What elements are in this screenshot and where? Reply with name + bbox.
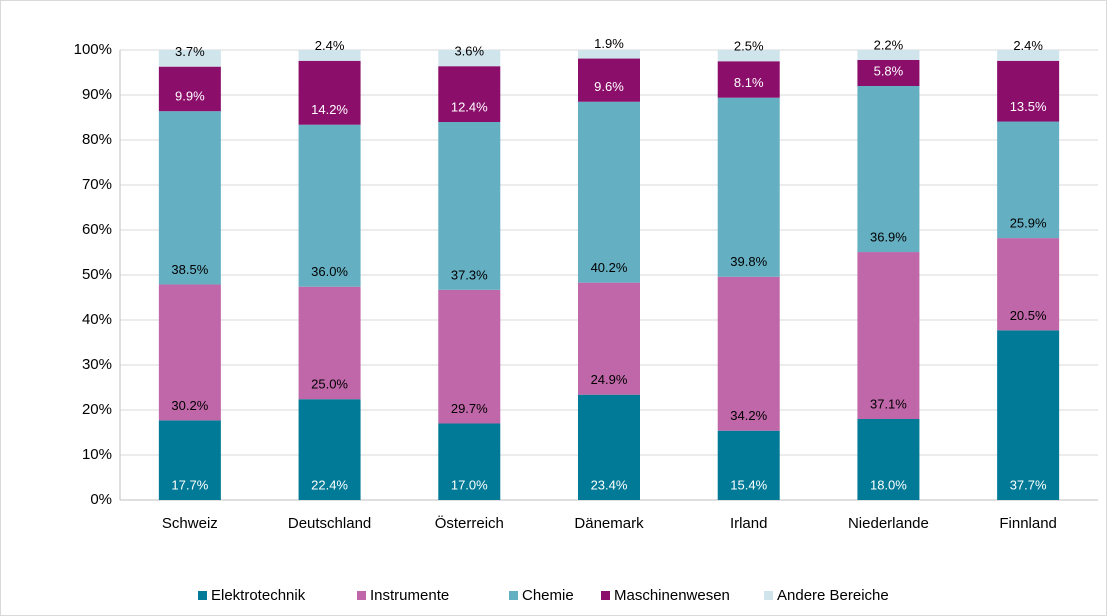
data-label: 3.7% [175, 44, 205, 59]
y-tick-label: 80% [82, 131, 112, 148]
legend-label: Andere Bereiche [777, 587, 889, 604]
bar-segment [717, 50, 780, 62]
bar-segment [717, 276, 780, 431]
x-tick-label: Deutschland [288, 515, 371, 532]
legend-swatch [764, 591, 773, 600]
x-tick-label: Dänemark [574, 515, 644, 532]
bar-segment [857, 50, 920, 60]
legend-label: Maschinenwesen [614, 587, 730, 604]
bar-segment [158, 50, 221, 67]
y-tick-label: 60% [82, 221, 112, 238]
y-tick-label: 20% [82, 401, 112, 418]
bar-segment [578, 394, 640, 500]
data-label: 22.4% [311, 477, 348, 492]
data-label: 37.7% [1010, 477, 1047, 492]
data-label: 18.0% [870, 477, 907, 492]
data-label: 37.3% [451, 267, 488, 282]
data-label: 5.8% [874, 63, 904, 78]
bar-segment [298, 50, 361, 61]
legend-swatch [198, 591, 207, 600]
data-label: 40.2% [591, 260, 628, 275]
data-label: 17.0% [451, 477, 488, 492]
data-label: 2.4% [1013, 38, 1043, 53]
y-tick-label: 90% [82, 86, 112, 103]
bar-segment [158, 284, 221, 421]
y-tick-label: 10% [82, 446, 112, 463]
data-label: 39.8% [730, 254, 767, 269]
y-tick-label: 100% [74, 41, 112, 58]
legend-label: Instrumente [370, 587, 449, 604]
data-label: 14.2% [311, 102, 348, 117]
data-label: 36.9% [870, 229, 907, 244]
bar-segment [857, 59, 920, 86]
data-label: 3.6% [454, 44, 484, 59]
x-tick-label: Irland [730, 515, 768, 532]
bar-segment [158, 66, 221, 112]
bar-segment [997, 121, 1060, 239]
data-label: 9.6% [594, 79, 624, 94]
data-label: 2.2% [874, 37, 904, 52]
data-label: 29.7% [451, 401, 488, 416]
legend-label: Chemie [522, 587, 574, 604]
data-label: 36.0% [311, 264, 348, 279]
bar-segment [717, 61, 780, 98]
x-tick-label: Österreich [435, 514, 504, 532]
x-tick-label: Schweiz [162, 515, 218, 532]
x-tick-label: Finnland [999, 515, 1057, 532]
y-tick-label: 30% [82, 356, 112, 373]
data-label: 17.7% [171, 477, 208, 492]
data-label: 2.5% [734, 39, 764, 54]
bar-segment [578, 58, 640, 102]
legend-swatch [601, 591, 610, 600]
y-tick-label: 0% [90, 491, 112, 508]
bar-segment [298, 399, 361, 500]
data-label: 12.4% [451, 99, 488, 114]
bar-segment [997, 50, 1060, 61]
bar-segment [717, 97, 780, 277]
x-tick-label: Niederlande [848, 515, 929, 532]
bar-segment [158, 111, 221, 285]
legend-swatch [509, 591, 518, 600]
data-label: 8.1% [734, 75, 764, 90]
data-label: 24.9% [591, 372, 628, 387]
bar-segment [298, 124, 361, 287]
legend-swatch [357, 591, 366, 600]
data-label: 20.5% [1010, 308, 1047, 323]
data-label: 25.0% [311, 377, 348, 392]
bar-segment [857, 252, 920, 419]
data-label: 15.4% [730, 477, 767, 492]
bar-segment [438, 50, 501, 67]
y-tick-label: 70% [82, 176, 112, 193]
data-label: 1.9% [594, 36, 624, 51]
bar-segment [158, 420, 221, 500]
data-label: 30.2% [171, 398, 208, 413]
bar-segment [438, 122, 501, 290]
y-tick-label: 50% [82, 266, 112, 283]
data-label: 2.4% [315, 38, 345, 53]
bar-segment [438, 289, 501, 424]
bar-segment [298, 60, 361, 125]
bar-segment [578, 282, 640, 395]
data-label: 9.9% [175, 89, 205, 104]
bar-segment [997, 238, 1060, 331]
data-label: 37.1% [870, 396, 907, 411]
data-label: 13.5% [1010, 99, 1047, 114]
bar-segment [717, 430, 780, 500]
bar-segment [438, 66, 501, 122]
bar-segment [857, 86, 920, 253]
bar-segment [997, 60, 1060, 122]
data-label: 34.2% [730, 408, 767, 423]
bar-segment [997, 330, 1060, 500]
bar-segment [438, 423, 501, 500]
legend-label: Elektrotechnik [211, 587, 306, 604]
data-label: 23.4% [591, 477, 628, 492]
bar-segment [857, 419, 920, 500]
data-label: 38.5% [171, 262, 208, 277]
bar-segment [578, 101, 640, 283]
y-tick-label: 40% [82, 311, 112, 328]
bar-segment [578, 50, 640, 59]
bar-segment [298, 286, 361, 400]
data-label: 25.9% [1010, 216, 1047, 231]
